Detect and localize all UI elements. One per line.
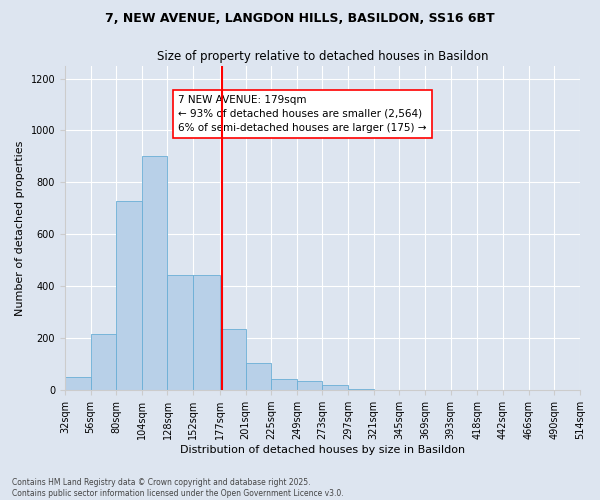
Text: 7, NEW AVENUE, LANGDON HILLS, BASILDON, SS16 6BT: 7, NEW AVENUE, LANGDON HILLS, BASILDON, …: [105, 12, 495, 26]
Y-axis label: Number of detached properties: Number of detached properties: [15, 140, 25, 316]
X-axis label: Distribution of detached houses by size in Basildon: Distribution of detached houses by size …: [180, 445, 465, 455]
Bar: [297, 381, 322, 390]
Bar: [91, 334, 116, 390]
Bar: [193, 274, 220, 390]
Bar: [142, 156, 167, 390]
Title: Size of property relative to detached houses in Basildon: Size of property relative to detached ho…: [157, 50, 488, 63]
Bar: [271, 378, 297, 390]
Bar: [116, 200, 142, 390]
Bar: [245, 363, 271, 390]
Bar: [167, 274, 193, 390]
Bar: [348, 389, 374, 390]
Text: 7 NEW AVENUE: 179sqm
← 93% of detached houses are smaller (2,564)
6% of semi-det: 7 NEW AVENUE: 179sqm ← 93% of detached h…: [178, 95, 427, 133]
Bar: [322, 385, 348, 390]
Text: Contains HM Land Registry data © Crown copyright and database right 2025.
Contai: Contains HM Land Registry data © Crown c…: [12, 478, 344, 498]
Bar: [220, 329, 245, 390]
Bar: [65, 377, 91, 390]
